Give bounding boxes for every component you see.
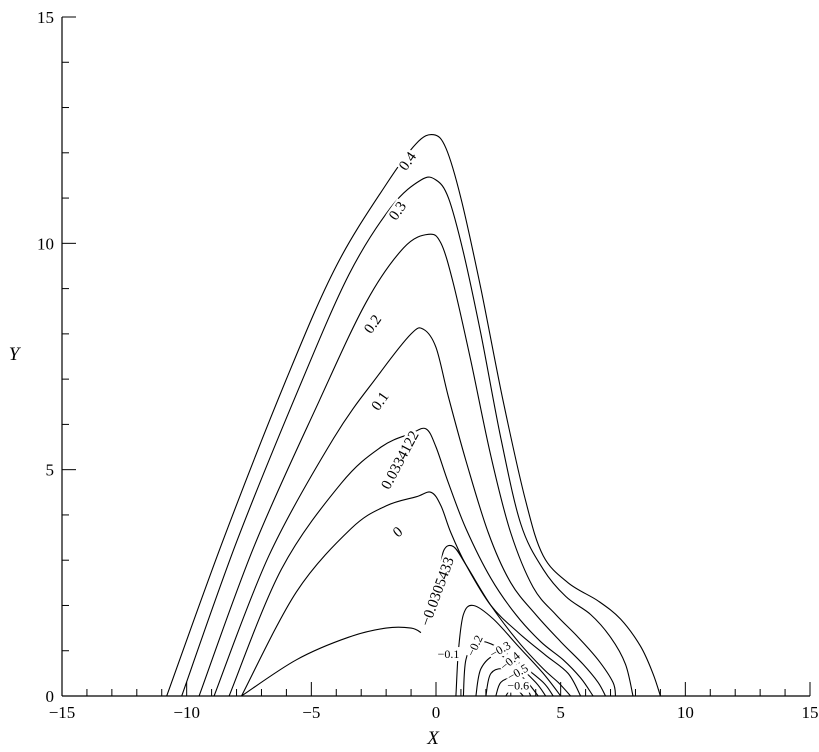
contour-label: 0.1 bbox=[369, 389, 393, 414]
contour-label: −0.1 bbox=[438, 647, 460, 661]
contour-line bbox=[241, 491, 582, 697]
contour-label: 0.3 bbox=[386, 199, 410, 224]
y-tick-label: 5 bbox=[46, 461, 55, 480]
contour-label-background bbox=[503, 660, 532, 685]
y-tick-label: 10 bbox=[37, 234, 54, 253]
contour-label-background bbox=[395, 148, 421, 175]
contour-label-background bbox=[385, 198, 411, 225]
contour-label-group: 0.1 bbox=[368, 388, 394, 415]
contour-label-background bbox=[463, 631, 487, 660]
contour-label-background bbox=[436, 647, 461, 662]
contour-line bbox=[166, 133, 661, 697]
tick-labels: −15 −10 −5 0 5 10 15 0 5 10 15 bbox=[37, 8, 819, 722]
contour-label-group: 0.4 bbox=[395, 148, 421, 175]
contour-label: 0.2 bbox=[361, 312, 385, 337]
contour-line bbox=[181, 176, 634, 697]
contour-line bbox=[213, 327, 606, 697]
y-tick-label: 0 bbox=[46, 687, 55, 706]
contour-line bbox=[437, 544, 572, 697]
contour-line bbox=[228, 427, 594, 697]
x-tick-label: 5 bbox=[556, 703, 565, 722]
contour-label: 0.0334122 bbox=[379, 428, 423, 492]
contour-label: 0.4 bbox=[396, 149, 420, 174]
x-tick-label: −10 bbox=[173, 703, 200, 722]
y-axis-title: Y bbox=[9, 344, 22, 365]
contour-label-background bbox=[486, 637, 514, 662]
contour-label-background bbox=[389, 523, 408, 542]
contour-label-group: −0.1 bbox=[436, 647, 461, 662]
contour-label-group: 0 bbox=[389, 523, 408, 542]
contour-label: −0.6 bbox=[507, 679, 529, 693]
contour-line bbox=[198, 233, 617, 697]
contour-line bbox=[241, 626, 422, 697]
x-tick-label: 10 bbox=[677, 703, 694, 722]
y-tick-label: 15 bbox=[37, 8, 54, 27]
contour-label-background bbox=[496, 648, 524, 675]
contour-label-background bbox=[360, 311, 386, 338]
contour-label-background bbox=[417, 554, 459, 630]
contour-label-background bbox=[506, 678, 531, 693]
contour-label-background bbox=[368, 388, 394, 415]
x-tick-label: −5 bbox=[302, 703, 320, 722]
x-tick-label: 15 bbox=[802, 703, 819, 722]
contour-label-group: 0.3 bbox=[385, 198, 411, 225]
contour-label-group: −0.0305433 bbox=[417, 554, 459, 630]
x-tick-label: 0 bbox=[432, 703, 441, 722]
contour-label-group: −0.6 bbox=[506, 678, 531, 693]
contour-lines bbox=[166, 133, 661, 697]
contour-label-group: 0.2 bbox=[360, 311, 386, 338]
x-axis-title: X bbox=[426, 728, 440, 749]
contour-label: −0.0305433 bbox=[418, 555, 458, 628]
contour-label-background bbox=[378, 427, 424, 494]
x-tick-label: −15 bbox=[49, 703, 76, 722]
